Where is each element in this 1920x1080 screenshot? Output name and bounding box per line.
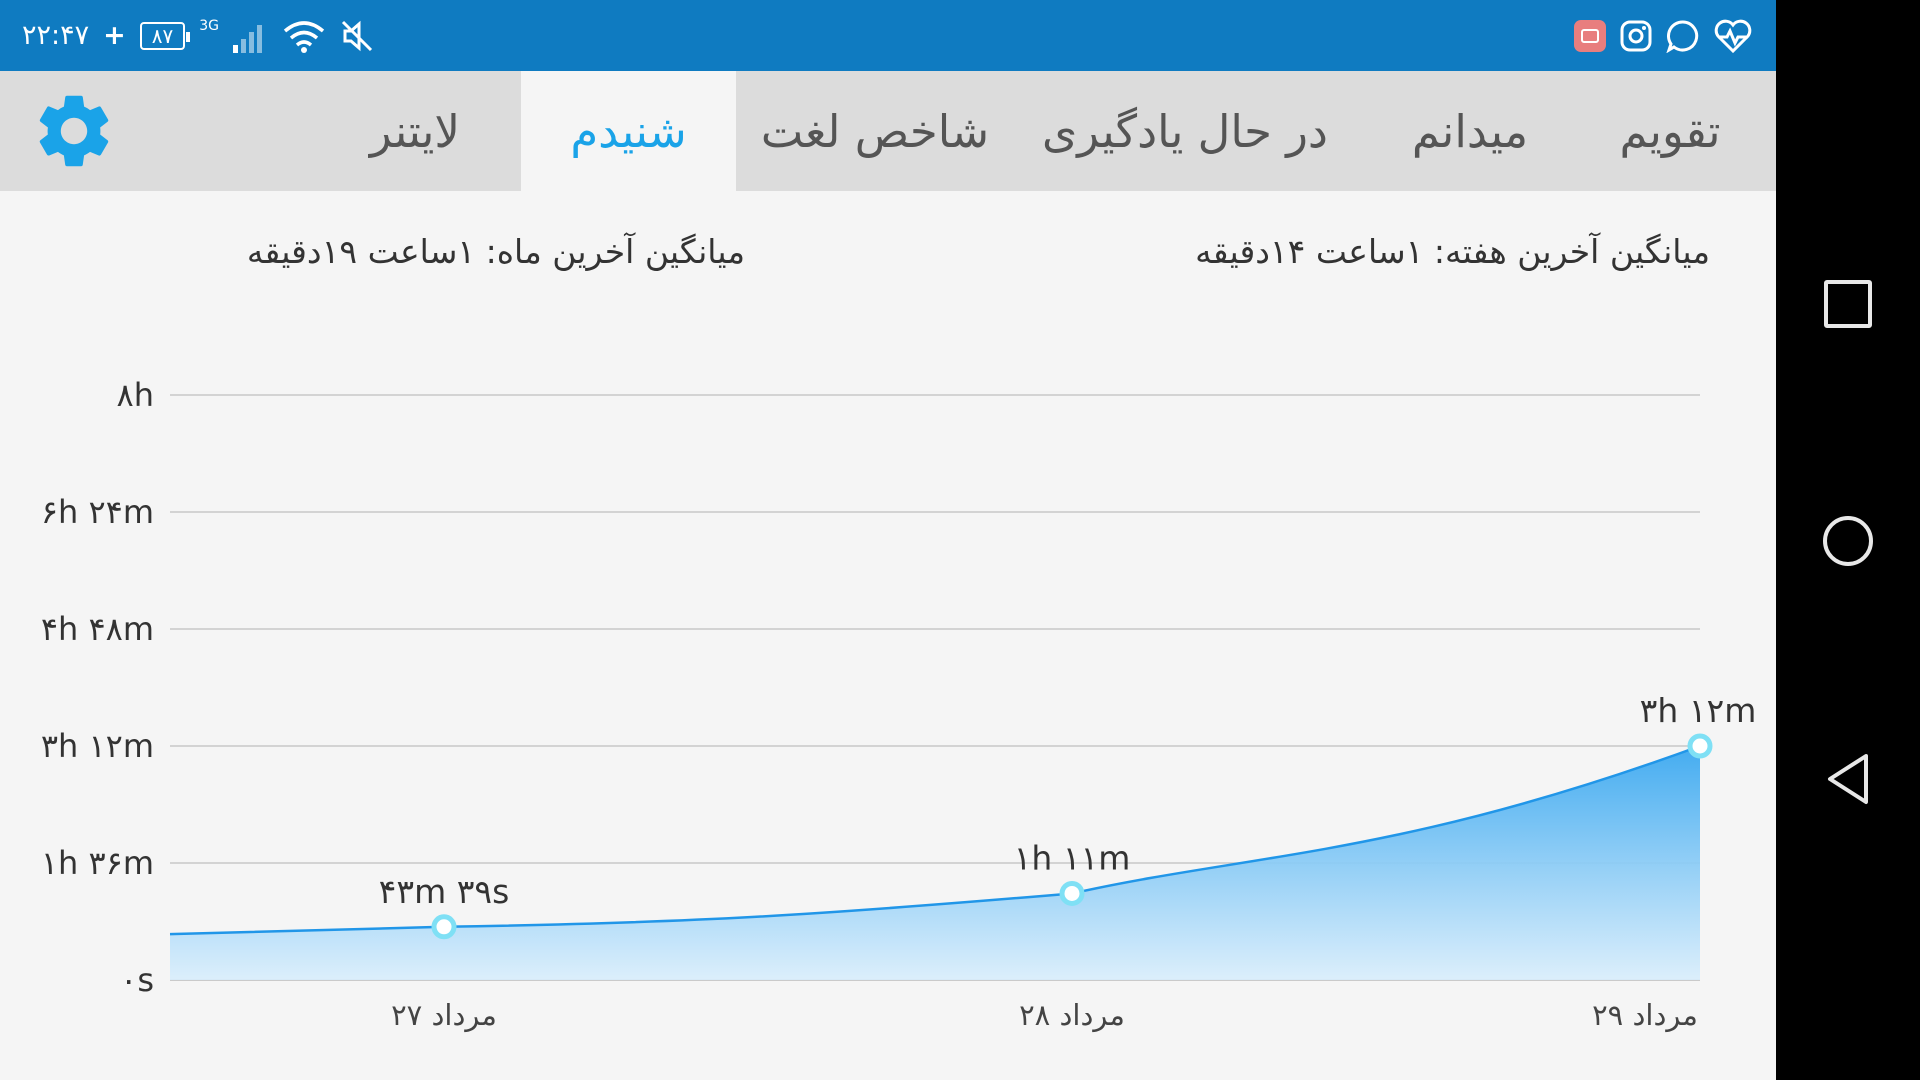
x-tick-label: ۲۹ مرداد (1592, 998, 1698, 1032)
y-tick-label: ۶h ۲۴m (41, 493, 154, 531)
tab-learning[interactable]: در حال یادگیری (1042, 104, 1328, 158)
x-axis: ۲۷ مرداد ۲۸ مرداد ۲۹ مرداد (391, 998, 1698, 1032)
app-icon (1574, 19, 1606, 52)
recent-apps-icon[interactable] (1824, 280, 1872, 328)
area-fill (170, 746, 1700, 980)
heart-rate-icon (1714, 19, 1752, 53)
data-point (431, 914, 457, 940)
y-tick-label: ۴h ۴۸m (41, 610, 154, 648)
tab-leitner[interactable]: لایتنر (369, 104, 461, 158)
charging-plus: + (103, 20, 126, 51)
clock: ۲۲:۴۷ (22, 20, 90, 51)
whatsapp-icon (1666, 19, 1699, 53)
home-icon[interactable] (1823, 516, 1873, 566)
signal-icon (232, 24, 262, 53)
status-bar: ۲۲:۴۷ + ۸۷ 3G (0, 0, 1776, 71)
data-point (1687, 733, 1713, 759)
data-label: ۴۳m ۳۹s (379, 872, 510, 911)
back-icon[interactable] (1824, 752, 1872, 806)
tab-bar: تقویم میدانم در حال یادگیری شاخص لغت شنی… (0, 71, 1776, 191)
status-right (1574, 0, 1752, 71)
x-tick-label: ۲۷ مرداد (391, 998, 497, 1032)
y-tick-label: ۰s (120, 961, 154, 999)
mute-icon (341, 20, 373, 51)
tab-heard[interactable]: شنیدم (521, 71, 736, 191)
battery-indicator: ۸۷ (139, 21, 191, 50)
y-tick-label: ۳h ۱۲m (41, 727, 154, 765)
listening-time-chart: ۰s ۱h ۳۶m ۳h ۱۲m ۴h ۴۸m ۶h ۲۴m ۸h ۴۳m ۳۹s ۱h ۱… (41, 376, 1757, 1032)
y-axis: ۰s ۱h ۳۶m ۳h ۱۲m ۴h ۴۸m ۶h ۲۴m ۸h (41, 376, 154, 999)
network-type: 3G (199, 17, 219, 34)
data-point (1059, 880, 1085, 906)
y-tick-label: ۱h ۳۶m (41, 844, 154, 882)
monthly-average: میانگین آخرین ماه: ۱ساعت ۱۹دقیقه (246, 232, 745, 271)
tab-calendar[interactable]: تقویم (1619, 104, 1721, 158)
gear-icon[interactable] (30, 87, 118, 175)
instagram-icon (1620, 20, 1652, 51)
weekly-average: میانگین آخرین هفته: ۱ساعت ۱۴دقیقه (1195, 232, 1710, 271)
wifi-icon (283, 20, 325, 53)
data-label: ۳h ۱۲m (1640, 691, 1757, 730)
data-label: ۱h ۱۱m (1014, 838, 1131, 877)
tab-word-index[interactable]: شاخص لغت (760, 104, 990, 158)
tab-know[interactable]: میدانم (1411, 104, 1529, 158)
x-tick-label: ۲۸ مرداد (1019, 998, 1125, 1032)
system-nav-bar (1776, 0, 1920, 1080)
data-points: ۴۳m ۳۹s ۱h ۱۱m ۳h ۱۲m (379, 691, 1757, 940)
y-tick-label: ۸h (117, 376, 154, 414)
status-left: ۲۲:۴۷ + ۸۷ 3G (22, 0, 375, 71)
